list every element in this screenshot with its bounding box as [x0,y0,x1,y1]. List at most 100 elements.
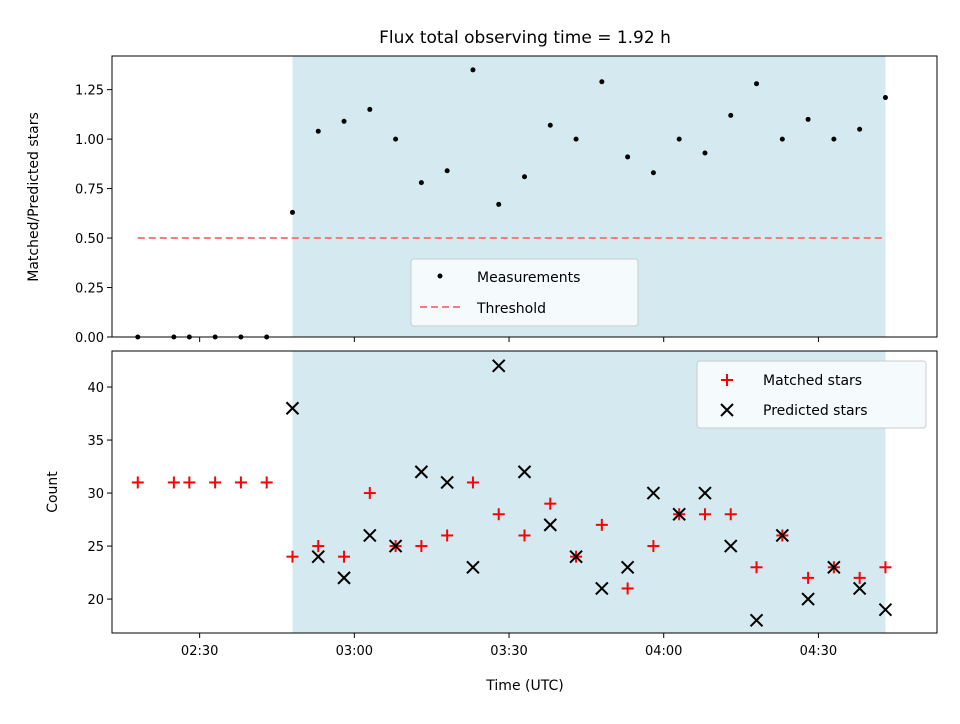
matched-star-point [724,508,737,521]
top-y-tick-label: 0.75 [75,183,104,198]
legend-marker-measurements [437,273,443,279]
matched-star-point [647,540,660,553]
predicted-star-point [595,581,609,596]
measurement-point [367,106,373,112]
bottom-y-tick-label: 35 [87,434,104,449]
x-b [517,465,532,479]
top-y-tick-label: 0.00 [75,331,104,346]
matched-star-point [879,561,892,574]
measurement-point [805,116,811,122]
x-b [749,613,764,627]
matched-star-point [621,582,634,595]
predicted-star-point [672,507,686,521]
matched-star-point [698,508,711,521]
x-b [620,560,635,574]
x-b [595,581,609,596]
matched-star-point [363,487,376,500]
predicted-star-point [311,549,325,564]
matched-star-points [131,476,892,595]
top-y-axis-label: Matched/Predicted stars [26,112,42,282]
bottom-y-axis-label: Count [45,471,61,513]
x-b [466,560,480,574]
measurement-point [702,150,708,156]
measurement-point [676,136,682,142]
x-b [492,359,506,373]
x-b [388,539,403,553]
top-y-ticks: 0.00 0.25 0.50 0.75 1.00 1.25 [75,84,112,346]
predicted-star-point [440,475,454,490]
x-b [698,486,712,500]
top-legend: Measurements Threshold [410,258,639,327]
legend-marker-predicted [720,403,734,417]
matched-star-point [338,550,351,563]
bottom-x-ticks: 02:30 03:00 03:30 04:00 04:30 [181,633,837,659]
predicted-star-point [801,592,815,606]
predicted-star-point [852,581,867,596]
top-legend-box [410,258,639,327]
bottom-y-tick-label: 20 [87,593,104,608]
bottom-y-ticks: 20 25 30 35 40 [87,381,112,608]
measurement-point [393,136,399,142]
x-b [363,528,377,543]
predicted-star-point [466,560,480,574]
x-b [672,507,686,521]
x-b [878,602,893,617]
bottom-legend: Matched stars Predicted stars [696,360,927,429]
matched-star-point [466,476,479,489]
measurement-point [857,126,863,132]
matched-star-point [750,561,763,574]
bottom-y-tick-label: 30 [87,487,104,502]
matched-star-point [260,476,273,489]
predicted-star-point [749,613,764,627]
x-tick-label: 04:00 [645,644,682,659]
matched-star-point [518,529,531,542]
measurement-point [625,154,631,160]
bottom-legend-box [696,360,927,429]
x-b [775,528,790,543]
matched-star-point [853,571,866,584]
x-b [440,475,454,490]
x-b [337,571,351,585]
predicted-star-point [517,465,532,479]
x-b [852,581,867,596]
x-tick-label: 03:00 [336,644,373,659]
bottom-y-tick-label: 25 [87,540,104,555]
bottom-axes-frame [111,350,938,634]
predicted-star-point [414,465,429,479]
measurement-point [547,122,553,128]
predicted-star-point [646,486,661,500]
chart-title: Flux total observing time = 1.92 h [379,28,671,48]
legend-label-threshold: Threshold [476,301,546,317]
legend-label-measurements: Measurements [477,270,580,286]
predicted-star-point [492,359,506,373]
x-b [801,592,815,606]
measurement-point [573,136,579,142]
measurement-point [470,67,476,73]
x-b [724,539,738,553]
measurement-point [754,81,760,87]
matched-star-point [595,518,608,531]
matched-star-point [167,476,180,489]
predicted-star-point [827,560,841,574]
top-y-tick-label: 1.00 [75,133,104,148]
x-tick-label: 02:30 [181,644,218,659]
measurement-point [728,112,734,118]
matched-star-point [415,540,428,553]
matched-star-point [802,571,815,584]
measurement-point [289,209,295,215]
measurement-point [341,118,347,124]
matched-star-point [286,550,299,563]
predicted-star-point [775,528,790,543]
matched-star-point [492,508,505,521]
top-y-tick-label: 0.25 [75,282,104,297]
x-axis-label: Time (UTC) [485,678,563,694]
matched-star-point [312,540,325,553]
measurement-point [444,168,450,174]
legend-label-predicted: Predicted stars [763,403,868,419]
matched-star-point [183,476,196,489]
x-b [646,486,661,500]
x-b [311,549,325,564]
top-y-tick-label: 1.25 [75,84,104,99]
measurement-point [599,79,605,85]
top-x-ticks [199,337,819,342]
